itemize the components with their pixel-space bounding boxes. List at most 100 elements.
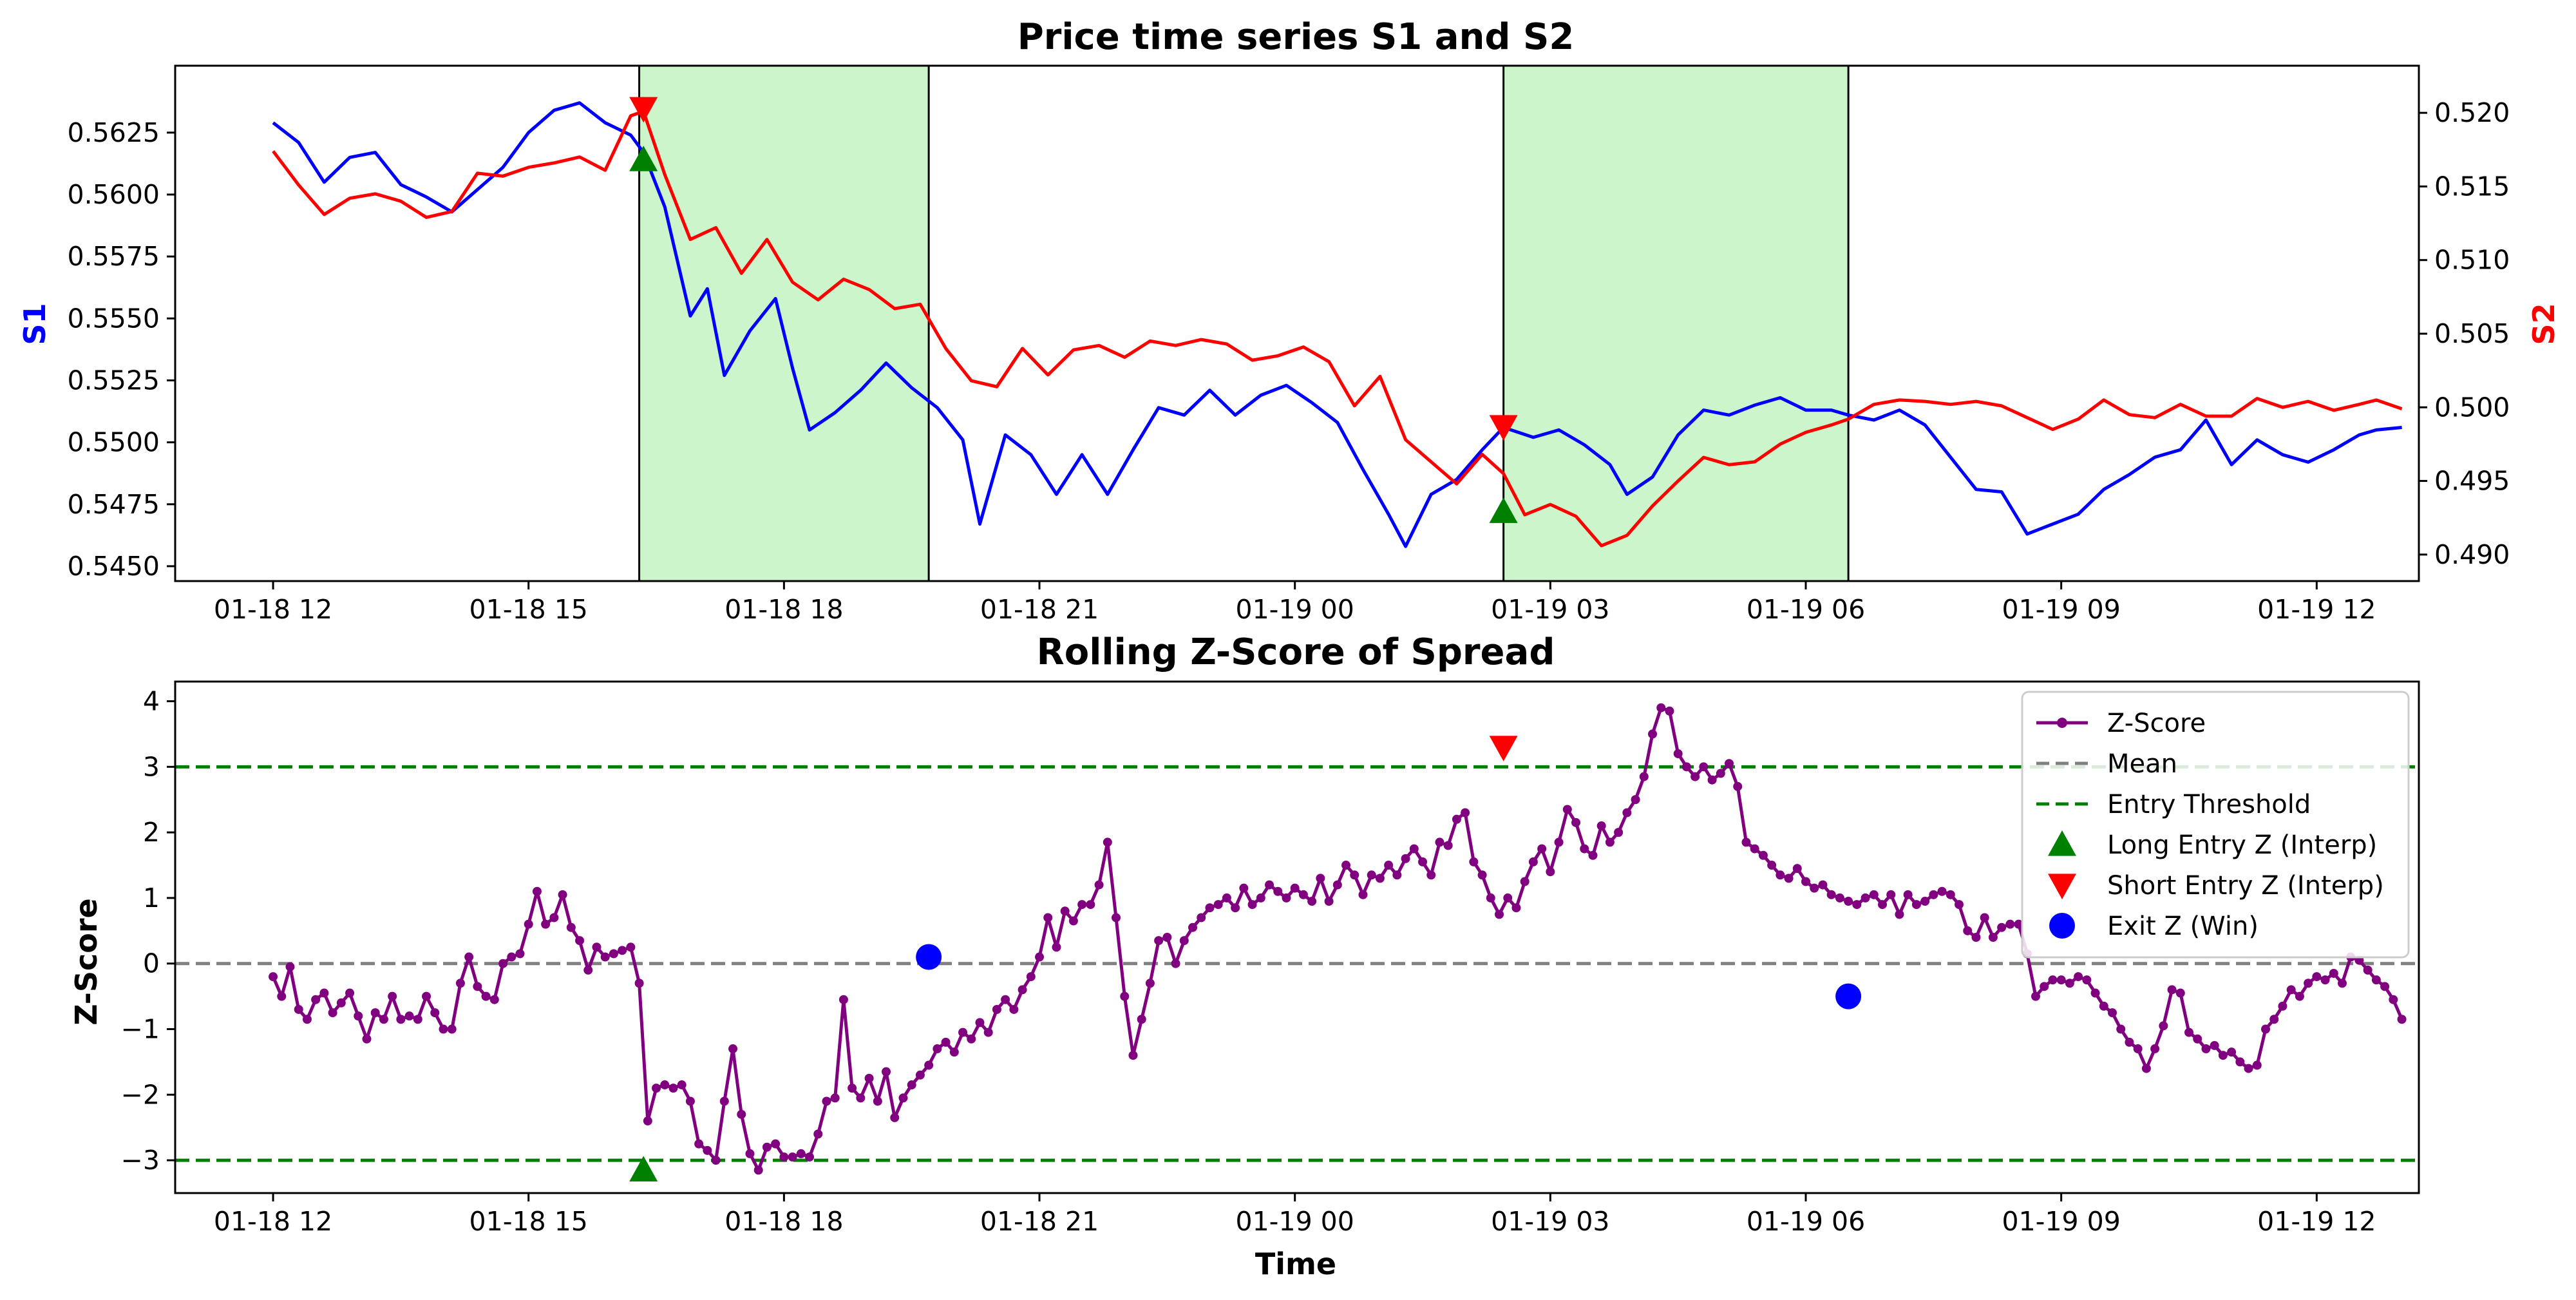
zscore-point (2014, 919, 2023, 929)
zscore-point (1273, 886, 1283, 896)
zscore-point (396, 1015, 406, 1024)
zscore-point (439, 1024, 448, 1034)
zscore-point (1307, 897, 1317, 906)
zscore-point (1298, 890, 1308, 899)
legend-label: Long Entry Z (Interp) (2107, 830, 2377, 860)
zscore-point (1835, 893, 1844, 903)
top-x-tick-label: 01-19 03 (1491, 594, 1609, 625)
zscore-point (1247, 900, 1257, 910)
right-y-tick-label: 0.520 (2434, 97, 2510, 128)
zscore-point (1895, 910, 1904, 919)
exit-z-marker (916, 944, 942, 970)
zscore-point (898, 1093, 908, 1103)
zscore-point (1503, 893, 1513, 903)
z-y-tick-label: −1 (121, 1014, 160, 1045)
zscore-point (447, 1024, 457, 1034)
top-x-tick-label: 01-18 21 (980, 594, 1099, 625)
bottom-x-tick-label: 01-18 12 (214, 1206, 332, 1237)
zscore-point (677, 1080, 687, 1090)
zscore-point (1878, 900, 1888, 910)
zscore-point (388, 991, 397, 1001)
zscore-point (967, 1034, 976, 1044)
zscore-point (788, 1152, 797, 1162)
zscore-point (668, 1084, 678, 1093)
zscore-point (566, 922, 576, 932)
zscore-point (592, 942, 601, 952)
zscore-point (1699, 762, 1709, 772)
zscore-point (1461, 808, 1470, 817)
zscore-point (1911, 900, 1921, 910)
zscore-point (2048, 975, 2058, 985)
zscore-point (1955, 900, 1964, 910)
zscore-point (2056, 975, 2066, 985)
zscore-point (1103, 837, 1112, 847)
zscore-point (1290, 883, 1300, 893)
left-y-tick-label: 0.5500 (68, 427, 160, 458)
zscore-point (2210, 1040, 2219, 1050)
zscore-point (507, 952, 516, 962)
zscore-point (1231, 903, 1240, 913)
zscore-point (907, 1080, 916, 1090)
zscore-point (524, 919, 533, 929)
zscore-point (634, 979, 644, 988)
zscore-point (856, 1093, 866, 1103)
zscore-point (362, 1034, 372, 1044)
zscore-point (1094, 880, 1104, 890)
zscore-point (1154, 936, 1164, 946)
right-y-tick-label: 0.500 (2434, 392, 2510, 423)
zscore-point (1443, 841, 1453, 850)
zscore-point (1767, 861, 1777, 870)
zscore-point (1988, 933, 1998, 942)
zscore-point (1861, 893, 1870, 903)
left-y-tick-label: 0.5475 (68, 489, 160, 520)
zscore-point (609, 949, 618, 959)
zscore-point (1282, 893, 1291, 903)
zscore-point (1750, 844, 1759, 854)
zscore-point (882, 1067, 891, 1076)
zscore-point (2235, 1057, 2245, 1067)
legend-label: Exit Z (Win) (2107, 912, 2259, 941)
zscore-point (269, 972, 278, 982)
top-x-tick-label: 01-19 06 (1747, 594, 1865, 625)
zscore-point (1818, 880, 1828, 890)
zscore-point (685, 1096, 695, 1106)
zscore-point (2082, 975, 2092, 985)
zscore-point (1001, 995, 1010, 1004)
zscore-point (515, 949, 525, 959)
zscore-point (336, 998, 346, 1008)
top-price-chart: Price time series S1 and S2 S1 S2 0.5450… (17, 16, 2561, 625)
zscore-point (762, 1142, 772, 1152)
zscore-point (2286, 985, 2296, 995)
zscore-point (694, 1139, 704, 1149)
zscore-point (838, 995, 848, 1004)
zscore-point (2184, 1028, 2194, 1037)
zscore-point (1886, 890, 1896, 899)
z-y-tick-label: 2 (143, 817, 160, 848)
zscore-point (2005, 919, 2015, 929)
bottom-zscore-chart: Rolling Z-Score of Spread Time Z-Score −… (69, 631, 2420, 1281)
short-entry-z-marker (1489, 736, 1518, 761)
zscore-point (311, 995, 321, 1004)
bottom-x-tick-label: 01-19 09 (2002, 1206, 2121, 1237)
zscore-point (2338, 979, 2347, 988)
zscore-point (1477, 870, 1487, 880)
zscore-point (1426, 870, 1436, 880)
bottom-x-tick-label: 01-18 18 (724, 1206, 843, 1237)
zscore-point (873, 1096, 882, 1106)
zscore-point (1341, 861, 1351, 870)
zscore-point (941, 1037, 951, 1047)
zscore-point (1137, 1015, 1146, 1024)
zscore-point (830, 1093, 840, 1103)
zscore-point (489, 995, 499, 1004)
zscore-point (1792, 864, 1802, 874)
zscore-point (2261, 1024, 2271, 1034)
zscore-point (1963, 926, 1973, 935)
zscore-point (481, 991, 491, 1001)
zscore-point (2269, 1015, 2279, 1024)
zscore-point (2320, 975, 2330, 985)
zscore-point (2371, 975, 2381, 985)
bottom-plot-frame (174, 680, 2420, 1194)
zscore-point (549, 913, 559, 922)
zscore-point (753, 1165, 763, 1175)
right-y-tick-label: 0.510 (2434, 245, 2510, 276)
